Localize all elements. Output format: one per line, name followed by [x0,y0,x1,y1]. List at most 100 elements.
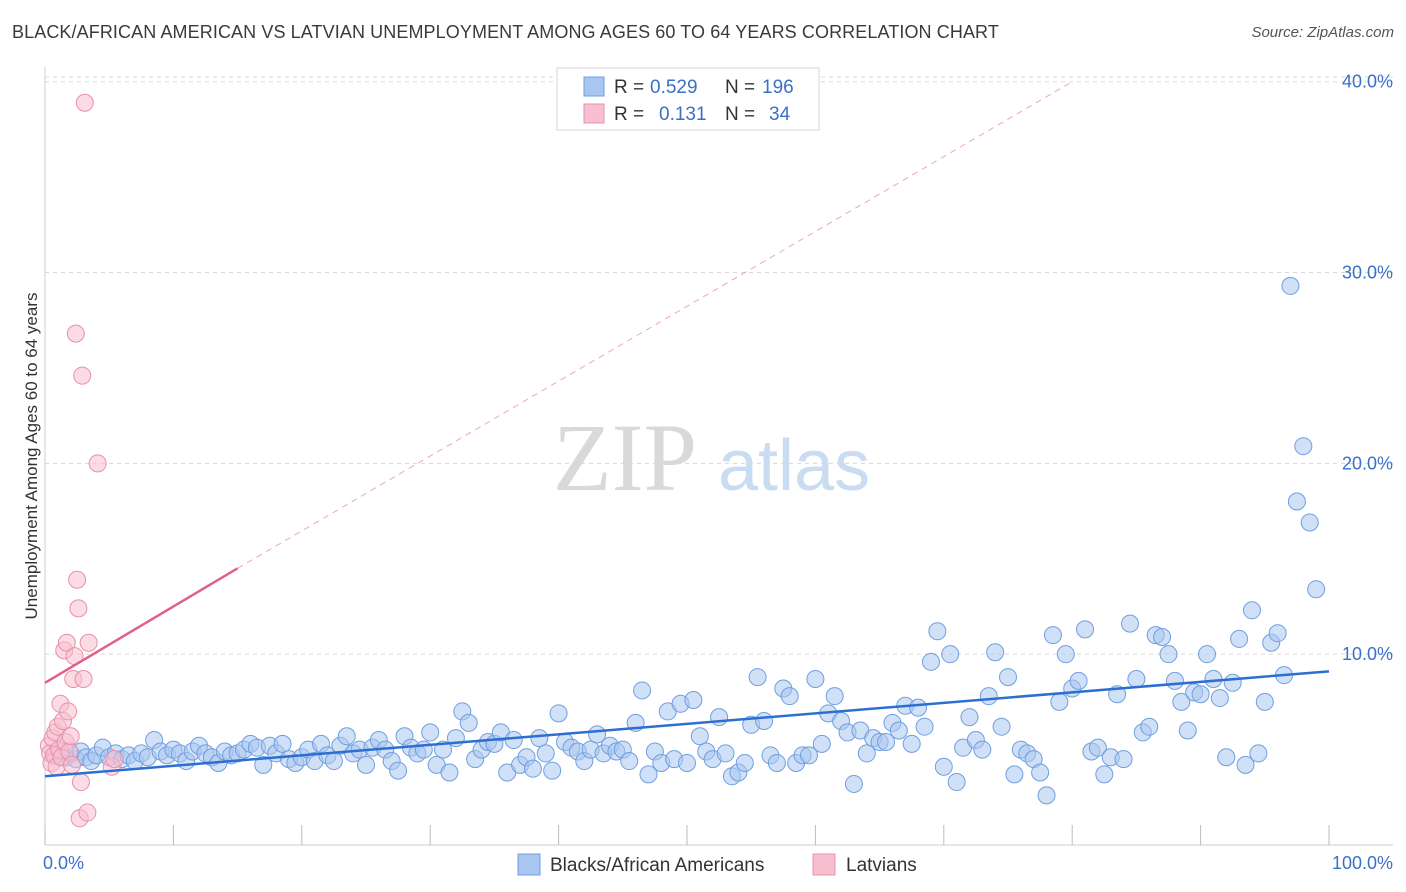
point-blacks [941,645,960,664]
legend-n-value-1: 196 [762,77,794,98]
legend-r-value-2: 0.131 [659,104,707,125]
point-blacks [857,744,876,763]
point-latvians [62,755,81,774]
point-blacks [1056,645,1075,664]
point-blacks [716,744,735,763]
series-blacks-points [46,276,1326,805]
legend-swatch-blacks [583,76,605,97]
point-latvians [66,324,85,343]
point-blacks [735,753,754,772]
point-blacks [844,774,863,793]
point-blacks [947,773,966,792]
point-blacks [549,704,568,723]
legend-swatch-latvians [583,103,605,124]
point-blacks [992,717,1011,736]
point-blacks [1223,673,1242,692]
trend-line-latvians-extended [237,81,1073,569]
point-blacks [1268,624,1287,643]
chart-source: Source: ZipAtlas.com [1251,24,1394,41]
point-blacks [973,740,992,759]
y-tick-label: 10.0% [1342,644,1393,664]
point-blacks [504,731,523,750]
point-blacks [928,622,947,641]
point-latvians [74,669,93,688]
point-blacks [1300,513,1319,532]
point-blacks [536,744,555,763]
x-tick-label-min: 0.0% [43,853,84,873]
series-latvians-points [39,93,124,828]
trend-lines [237,81,1073,569]
x-tick-label-max: 100.0% [1332,853,1393,873]
point-blacks [780,687,799,706]
legend-n-value-2: 34 [769,104,791,125]
y-tick-label: 30.0% [1342,263,1393,283]
point-blacks [1037,786,1056,805]
point-blacks [324,752,343,771]
point-blacks [1255,692,1274,711]
bottom-legend-swatch-latvians [812,853,836,876]
point-blacks [889,721,908,740]
point-blacks [921,652,940,671]
legend-n-label-2: N = [725,104,755,125]
y-tick-label: 40.0% [1342,72,1393,92]
axes [44,67,1393,846]
point-blacks [1159,645,1178,664]
point-blacks [1287,492,1306,511]
point-latvians [75,93,94,112]
point-blacks [934,757,953,776]
point-blacks [1204,669,1223,688]
point-blacks [960,708,979,727]
point-blacks [710,708,729,727]
point-blacks [1217,748,1236,767]
bottom-legend-swatch-blacks [517,853,541,876]
point-blacks [1242,601,1261,620]
point-blacks [915,717,934,736]
point-blacks [1031,763,1050,782]
point-blacks [1307,580,1326,599]
point-blacks [999,668,1017,687]
watermark-atlas: atlas [718,426,870,506]
point-latvians [61,727,80,746]
point-latvians [105,750,124,769]
point-blacks [1120,614,1139,633]
point-blacks [1191,685,1210,704]
point-blacks [254,755,273,774]
point-blacks [1140,717,1159,736]
point-blacks [1069,671,1088,690]
point-blacks [639,765,658,784]
point-blacks [979,687,998,706]
trend-line-latvians [44,567,239,684]
legend-r-label-2: R = [614,104,644,125]
point-blacks [1236,755,1255,774]
point-blacks [909,698,928,717]
point-blacks [1198,645,1217,664]
point-blacks [1165,671,1184,690]
point-blacks [806,669,825,688]
point-blacks [690,727,709,746]
point-blacks [1210,689,1229,708]
x-ticks: 0.0% 100.0% [43,825,1393,873]
watermark-zip: ZIP [553,404,697,511]
watermark: ZIP atlas [553,404,870,511]
point-latvians [68,570,87,589]
trend-line-blacks [44,670,1330,778]
point-blacks [1114,750,1133,769]
point-blacks [1050,692,1069,711]
point-blacks [1249,744,1268,763]
point-blacks [825,687,844,706]
point-blacks [357,755,375,774]
legend-r-label-1: R = [614,77,644,98]
point-blacks [1095,765,1114,784]
point-blacks [1281,276,1300,295]
point-blacks [543,761,562,780]
legend: R = 0.529 N = 196 R = 0.131 N = 34 [556,67,820,131]
point-blacks [1127,669,1146,688]
bottom-legend-label-latvians: Latvians [846,855,917,876]
point-blacks [767,753,786,772]
point-blacks [633,681,652,700]
point-blacks [530,729,549,748]
point-blacks [986,643,1005,662]
y-ticks: 10.0% 20.0% 30.0% 40.0% [1342,72,1393,664]
point-blacks [440,763,459,782]
